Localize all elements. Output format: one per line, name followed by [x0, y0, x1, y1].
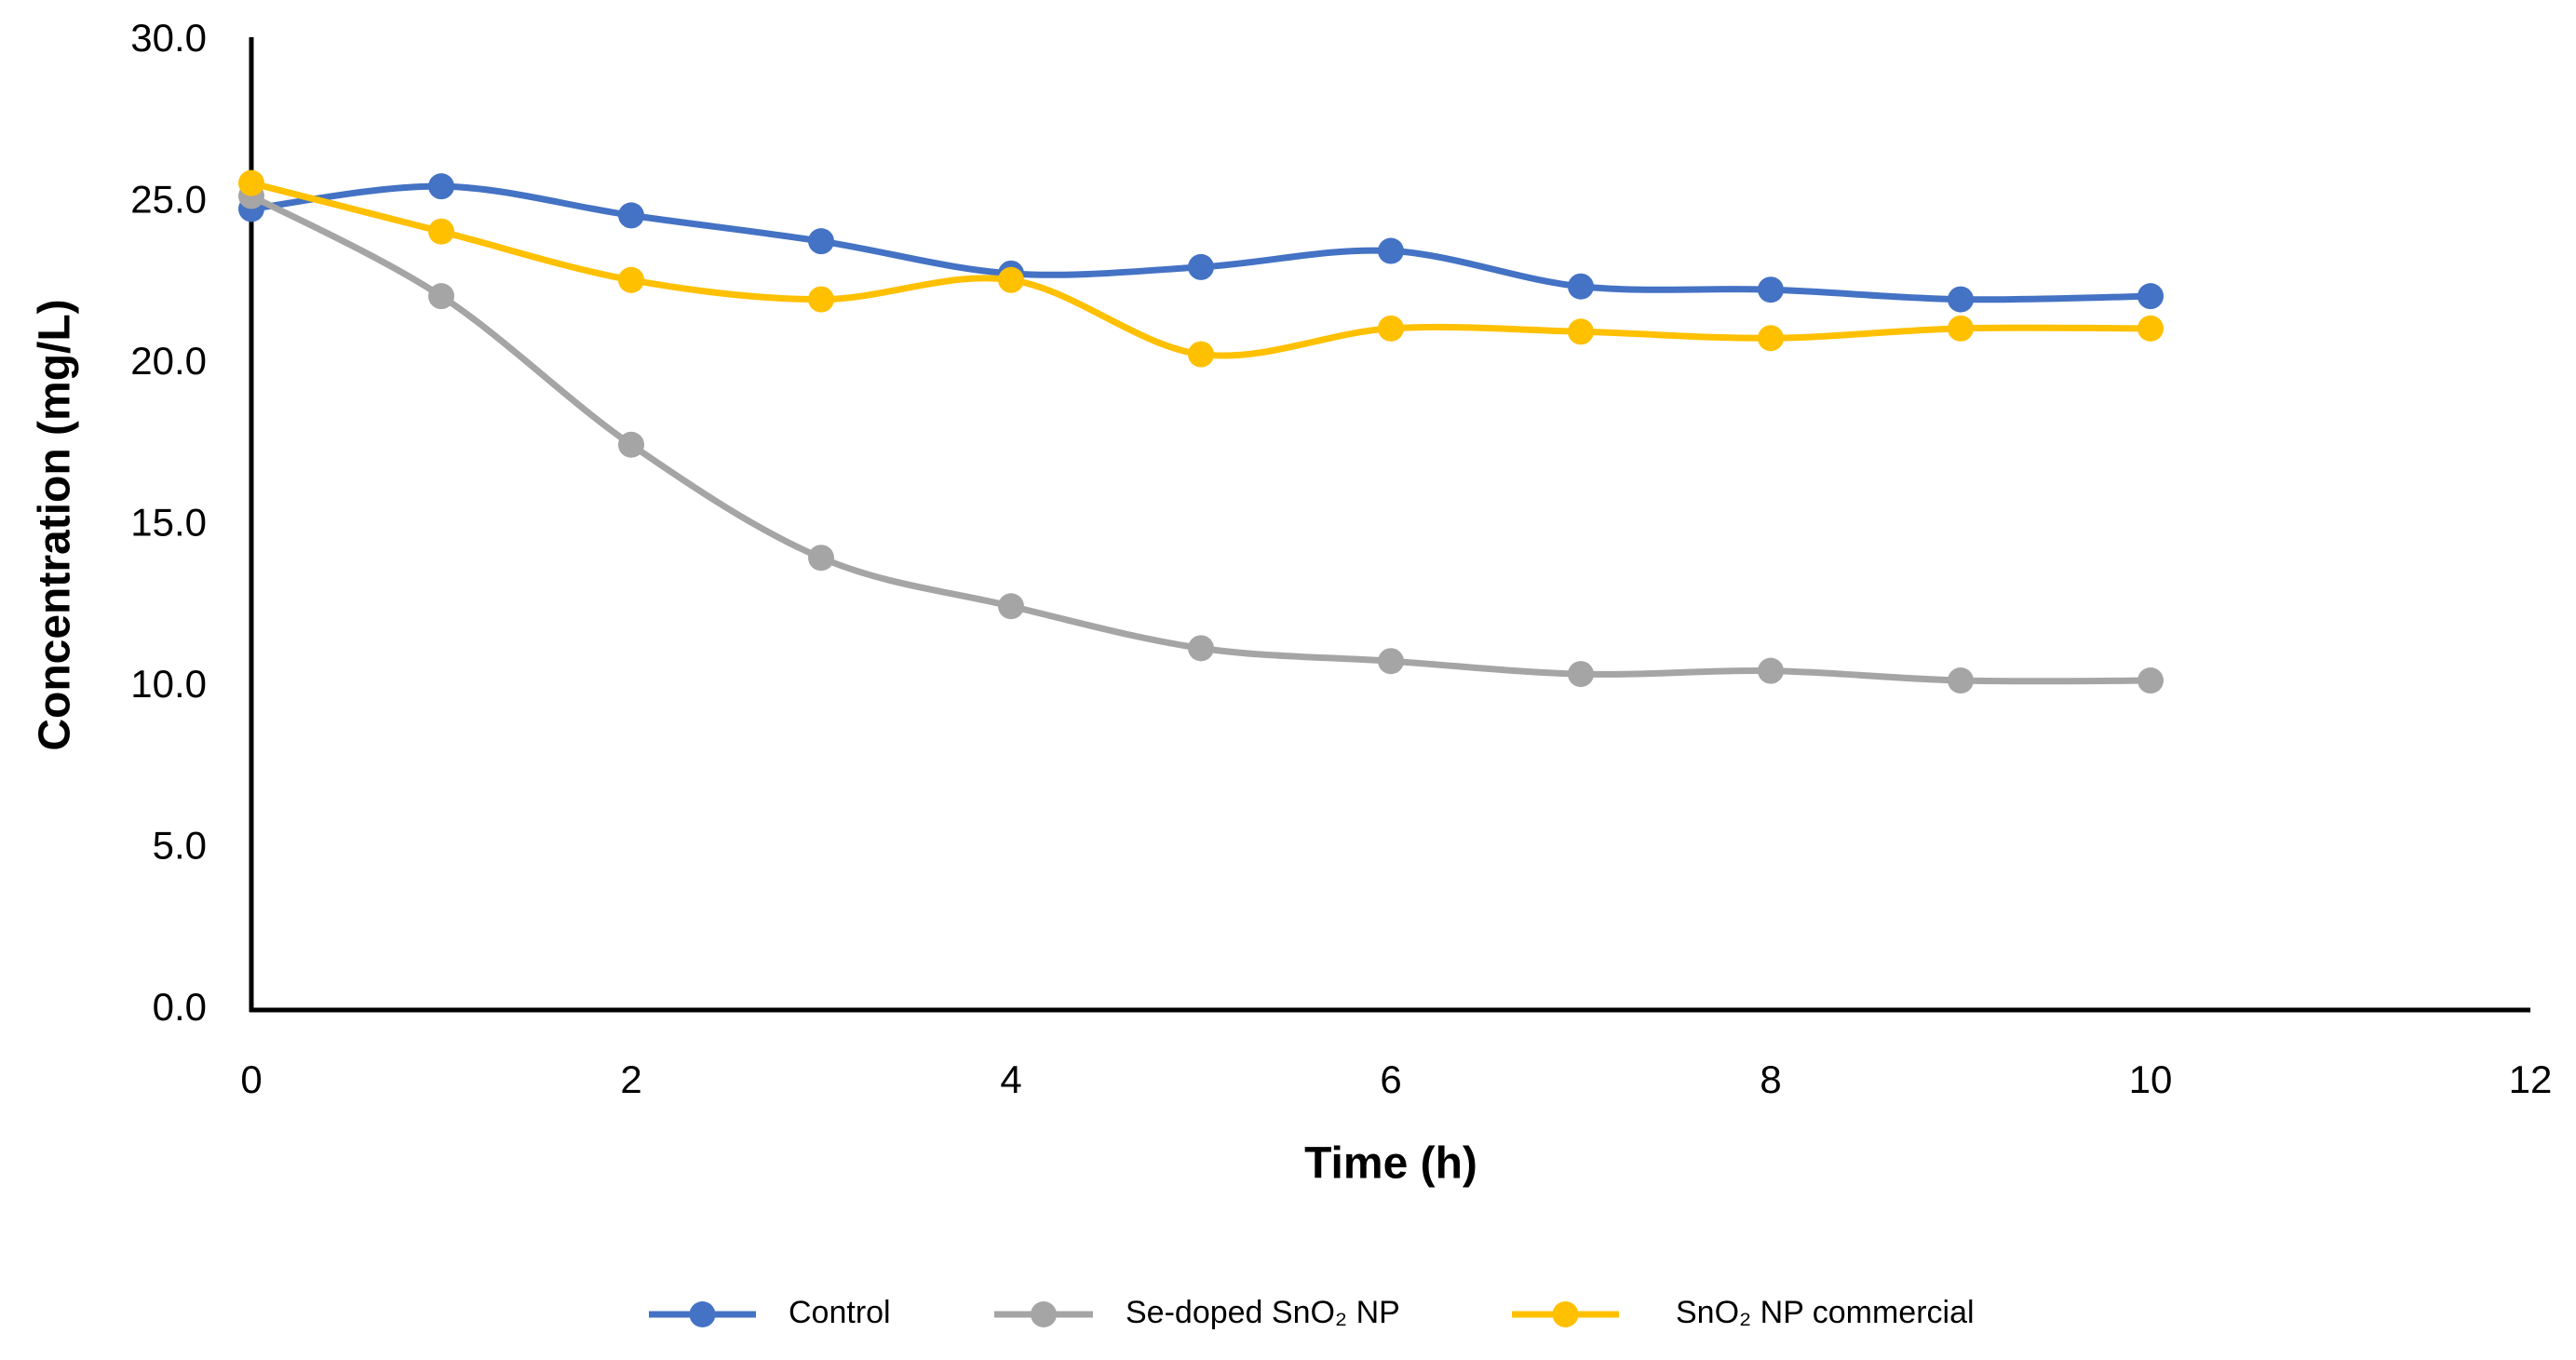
legend-text: Se-doped SnO₂ NP — [1126, 1295, 1400, 1330]
data-point — [1188, 635, 1214, 662]
data-point — [1758, 325, 1784, 352]
x-tick-label: 0 — [240, 1057, 262, 1101]
data-point — [808, 286, 834, 313]
data-point — [1378, 315, 1404, 342]
x-axis-title: Time (h) — [1304, 1139, 1477, 1189]
data-point — [618, 431, 644, 458]
data-point — [1568, 273, 1594, 300]
legend-text: SnO₂ NP commercial — [1676, 1295, 1975, 1330]
data-point — [2138, 315, 2164, 342]
y-tick-label: 10.0 — [130, 662, 207, 706]
data-point — [2138, 667, 2164, 694]
y-tick-label: 0.0 — [153, 985, 207, 1029]
legend-text: Control — [789, 1295, 891, 1330]
data-point — [1378, 237, 1404, 264]
x-tick-label: 2 — [620, 1057, 641, 1101]
x-tick-label: 4 — [1000, 1057, 1021, 1101]
data-point — [428, 218, 454, 245]
data-point — [808, 228, 834, 255]
data-point — [618, 266, 644, 293]
data-point — [238, 169, 264, 196]
data-point — [428, 283, 454, 310]
data-point — [998, 266, 1024, 293]
data-point — [1948, 667, 1974, 694]
legend-marker — [1552, 1301, 1579, 1327]
data-point — [1948, 315, 1974, 342]
data-point — [1758, 276, 1784, 303]
data-point — [2138, 283, 2164, 310]
data-point — [1758, 657, 1784, 684]
data-point — [998, 593, 1024, 620]
y-tick-label: 5.0 — [153, 824, 207, 868]
data-point — [618, 202, 644, 229]
y-tick-label: 15.0 — [130, 501, 207, 545]
y-axis-title: Concentration (mg/L) — [31, 299, 80, 750]
data-point — [1948, 286, 1974, 313]
series-line — [250, 182, 2151, 303]
x-tick-label: 10 — [2129, 1057, 2173, 1101]
x-tick-label: 12 — [2509, 1057, 2553, 1101]
y-tick-label: 25.0 — [130, 178, 207, 222]
y-tick-label: 30.0 — [130, 16, 207, 60]
data-point — [1378, 648, 1404, 675]
data-point — [808, 545, 834, 572]
legend-marker — [689, 1301, 716, 1327]
data-point — [1568, 318, 1594, 345]
y-tick-label: 20.0 — [130, 339, 207, 383]
data-point — [1188, 253, 1214, 280]
data-point — [1188, 341, 1214, 368]
data-point — [1568, 661, 1594, 688]
data-point — [428, 173, 454, 200]
x-tick-label: 6 — [1380, 1057, 1401, 1101]
legend-marker — [1031, 1301, 1057, 1327]
x-tick-label: 8 — [1760, 1057, 1781, 1101]
